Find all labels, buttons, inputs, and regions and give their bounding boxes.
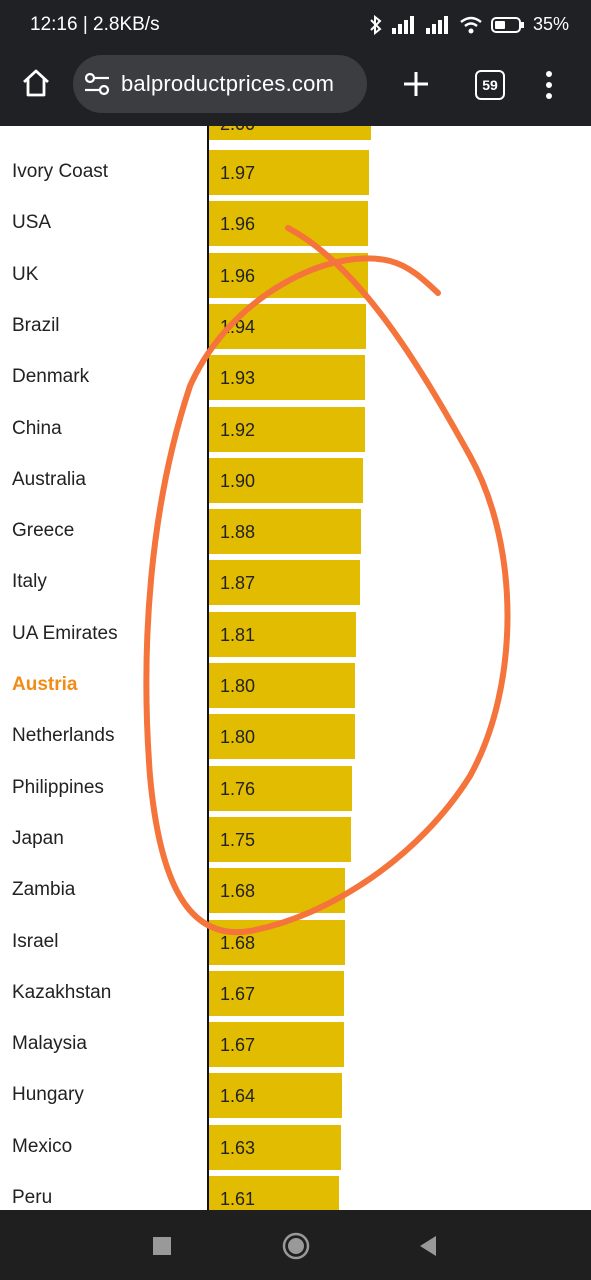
bar-value-label: 1.64 bbox=[220, 1086, 256, 1107]
category-label: Netherlands bbox=[12, 725, 115, 747]
category-label: Japan bbox=[12, 827, 64, 849]
bar-value-label: 1.67 bbox=[220, 983, 256, 1004]
category-label: Israel bbox=[12, 930, 59, 952]
category-label: Kazakhstan bbox=[12, 981, 112, 1003]
category-label: Austria bbox=[12, 674, 78, 695]
bar-value-label: 1.80 bbox=[220, 676, 256, 696]
address-bar[interactable]: balproductprices.com bbox=[73, 55, 367, 113]
recent-apps-icon[interactable] bbox=[152, 1236, 172, 1256]
bar-value-label: 1.96 bbox=[220, 214, 256, 235]
bar-chart: 2.00 Ivory Coast 1.97 USA 1.96 UK 1.96 Brazil 1… bbox=[0, 126, 591, 1210]
status-bar: 12:16 | 2.8KB/s 35% bbox=[0, 0, 591, 52]
bar-value-label: 1.96 bbox=[220, 265, 256, 286]
bar-value-label: 1.61 bbox=[220, 1189, 256, 1209]
partial-top-bar bbox=[209, 126, 371, 140]
battery-percent: 35% bbox=[532, 14, 569, 34]
bar-value-label: 1.68 bbox=[220, 932, 256, 953]
category-label: Malaysia bbox=[12, 1033, 87, 1055]
category-label: Mexico bbox=[12, 1135, 73, 1157]
status-time: 12:16 | 2.8KB/s bbox=[30, 14, 160, 35]
bar-value-label: 1.88 bbox=[220, 522, 256, 543]
home-nav-icon[interactable] bbox=[282, 1232, 310, 1260]
category-label: Philippines bbox=[12, 776, 104, 798]
category-label: Brazil bbox=[12, 314, 60, 336]
site-settings-icon[interactable] bbox=[83, 72, 111, 96]
category-label: Hungary bbox=[12, 1084, 84, 1106]
category-label: Zambia bbox=[12, 879, 76, 901]
bar bbox=[209, 1073, 342, 1119]
system-navigation-bar bbox=[0, 1210, 591, 1280]
bar-value-label: 1.76 bbox=[220, 778, 256, 799]
menu-icon[interactable] bbox=[543, 70, 555, 100]
category-label: Peru bbox=[12, 1187, 53, 1208]
signal-icon bbox=[391, 15, 414, 34]
bluetooth-icon bbox=[370, 14, 382, 35]
new-tab-icon[interactable] bbox=[401, 69, 431, 99]
y-axis-line bbox=[207, 126, 209, 1210]
url-text: balproductprices.com bbox=[121, 71, 335, 96]
bar bbox=[209, 150, 369, 195]
back-icon[interactable] bbox=[418, 1234, 438, 1258]
bar-value-label: 1.80 bbox=[220, 727, 256, 748]
category-label: Ivory Coast bbox=[12, 161, 109, 182]
bar-value-label: 1.68 bbox=[220, 881, 256, 902]
bar-value-label: 1.93 bbox=[220, 368, 256, 389]
bar-value-label: 1.97 bbox=[220, 163, 256, 183]
bar bbox=[209, 1176, 340, 1210]
category-label: Australia bbox=[12, 468, 86, 490]
battery-icon bbox=[490, 16, 524, 33]
category-label: UK bbox=[12, 263, 39, 285]
bar bbox=[209, 1022, 345, 1068]
bar-value-label: 1.87 bbox=[220, 573, 256, 594]
category-label: Greece bbox=[12, 520, 75, 542]
status-icons: 35% bbox=[369, 14, 569, 35]
home-icon[interactable] bbox=[20, 67, 52, 99]
category-label: Denmark bbox=[12, 366, 90, 388]
bar bbox=[209, 970, 345, 1016]
bar-value-label: 1.90 bbox=[220, 470, 256, 491]
bar-value-label: 1.81 bbox=[220, 624, 256, 645]
browser-toolbar: balproductprices.com 59 bbox=[0, 52, 591, 126]
bar bbox=[209, 1124, 342, 1170]
tabs-icon[interactable]: 59 bbox=[475, 70, 505, 100]
bar-value-label: 1.94 bbox=[220, 316, 256, 337]
wifi-icon bbox=[460, 16, 482, 33]
bar-value-label: 1.63 bbox=[220, 1137, 256, 1158]
bar-value-label: 1.67 bbox=[220, 1035, 256, 1056]
bar-value-label: 1.75 bbox=[220, 829, 256, 850]
category-label: China bbox=[12, 417, 62, 439]
partial-top-value: 2.00 bbox=[220, 126, 255, 135]
category-label: Italy bbox=[12, 571, 47, 593]
category-label: USA bbox=[12, 212, 52, 234]
bar-value-label: 1.92 bbox=[220, 419, 256, 440]
category-label: UA Emirates bbox=[12, 622, 118, 644]
signal-icon bbox=[425, 15, 448, 34]
